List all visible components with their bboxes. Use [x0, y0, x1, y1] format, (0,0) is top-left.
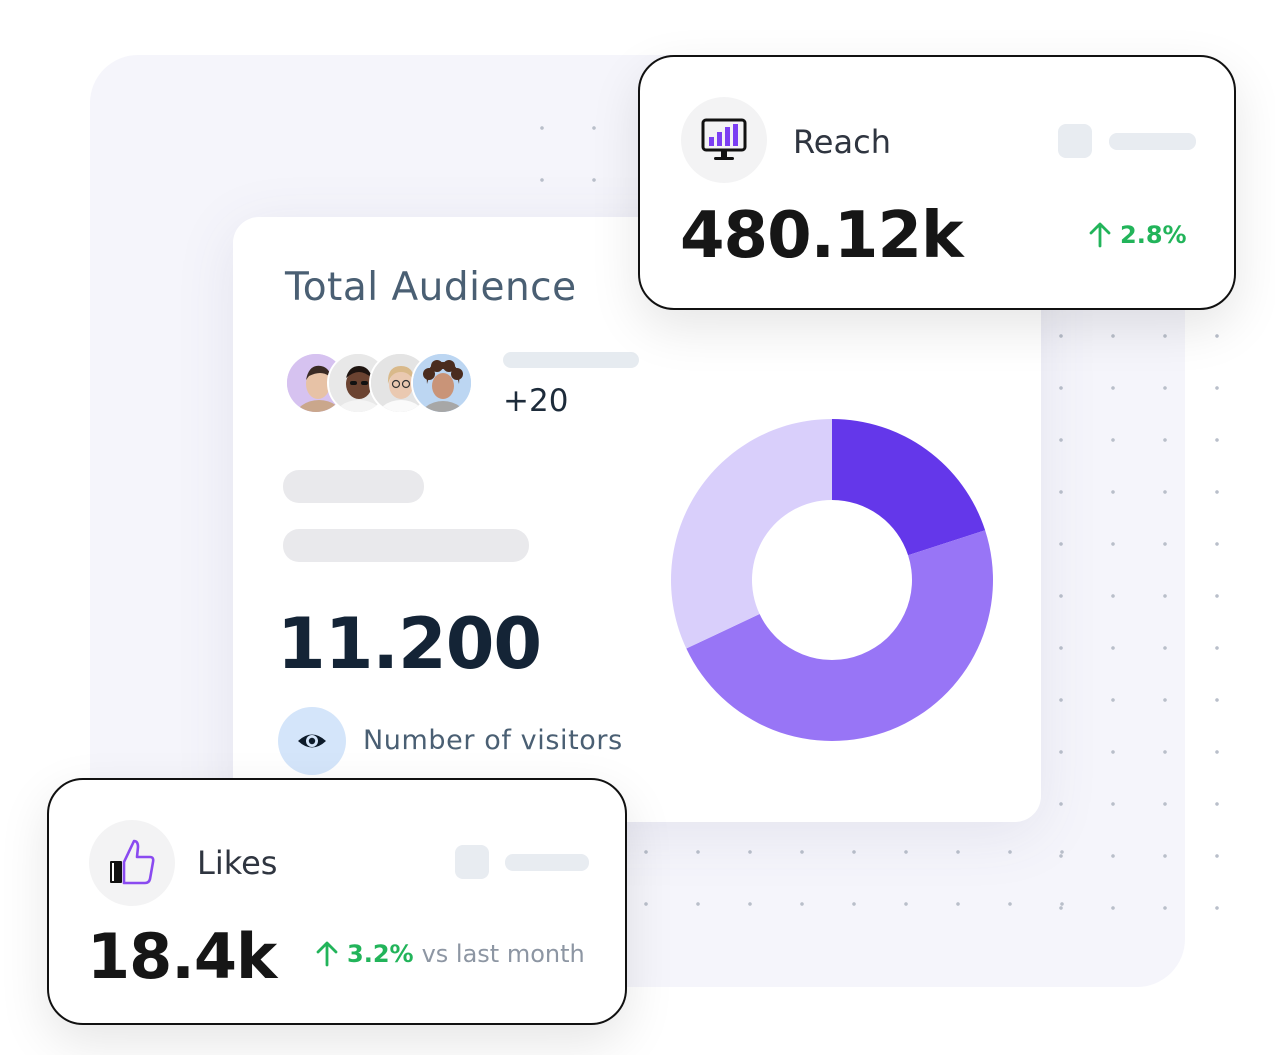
placeholder-line: [1109, 133, 1196, 150]
reach-change-percent: 2.8%: [1120, 221, 1187, 249]
dot-grid-decoration: [620, 826, 1090, 930]
likes-icon-badge: [89, 820, 175, 906]
arrow-up-icon: [316, 941, 338, 967]
text-placeholder: [503, 352, 639, 368]
likes-label: Likes: [197, 844, 278, 882]
visitors-label: Number of visitors: [363, 725, 623, 756]
eye-icon-badge: [278, 707, 346, 775]
text-placeholder: [283, 529, 529, 562]
placeholder-square: [1058, 124, 1092, 158]
reach-change: 2.8%: [1088, 221, 1187, 249]
likes-card: Likes 18.4k 3.2% vs last month: [47, 778, 627, 1025]
text-placeholder: [283, 470, 424, 503]
likes-change-suffix: vs last month: [421, 940, 585, 968]
thumbs-up-icon: [110, 839, 155, 885]
reach-value: 480.12k: [680, 199, 964, 273]
likes-change: 3.2% vs last month: [315, 940, 585, 968]
donut-slice: [832, 419, 986, 556]
likes-change-percent: 3.2%: [347, 940, 414, 968]
audience-donut-chart: [671, 419, 993, 741]
avatar: [285, 352, 347, 414]
reach-card: Reach 480.12k 2.8%: [638, 55, 1236, 310]
reach-icon-badge: [681, 97, 767, 183]
reach-label: Reach: [793, 123, 891, 161]
avatar: [411, 352, 473, 414]
total-audience-card: Total Audience: [233, 217, 1041, 822]
visitors-count: 11.200: [277, 603, 542, 685]
donut-slice: [671, 419, 832, 649]
placeholder-line: [505, 854, 589, 871]
extra-members-count: +20: [503, 383, 569, 419]
arrow-up-icon: [1089, 222, 1111, 248]
donut-slice: [686, 530, 993, 741]
avatar-group: [285, 352, 485, 416]
likes-value: 18.4k: [87, 920, 277, 993]
placeholder-square: [455, 845, 489, 879]
card-title: Total Audience: [285, 265, 577, 310]
monitor-chart-icon: [701, 118, 747, 160]
eye-icon: [298, 734, 326, 748]
dot-grid-decoration: [516, 102, 620, 206]
